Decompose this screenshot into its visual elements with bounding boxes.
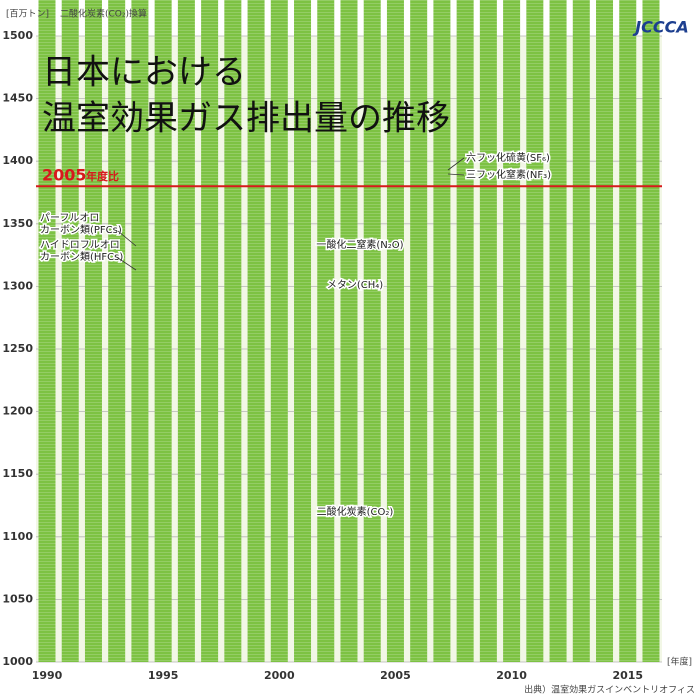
- x-tick-label: 2010: [496, 669, 527, 682]
- y-axis-label: 二酸化炭素(CO₂)換算: [60, 8, 147, 20]
- bar-texture: [84, 0, 102, 663]
- series-label: ハイドロフルオロカーボン類(HFCs): [40, 239, 123, 263]
- x-tick-label: 2015: [612, 669, 643, 682]
- bar-texture: [619, 0, 637, 662]
- bar-texture: [270, 0, 288, 663]
- y-tick-label: 1300: [2, 279, 33, 292]
- label-leader: [447, 157, 465, 171]
- bar-texture: [363, 0, 381, 663]
- y-unit: [百万トン]: [6, 9, 49, 20]
- y-tick-label: 1400: [2, 154, 33, 167]
- bar-texture: [131, 0, 149, 662]
- y-tick-label: 1250: [2, 342, 33, 355]
- y-tick-label: 1200: [2, 405, 33, 418]
- bar-texture: [433, 0, 451, 662]
- x-tick-label: 2005: [380, 669, 411, 682]
- bar-texture: [61, 0, 79, 662]
- logo: JCCCA: [632, 18, 689, 37]
- y-tick-label: 1500: [2, 29, 33, 42]
- label-leader: [117, 257, 137, 271]
- bar-texture: [386, 0, 404, 662]
- series-label: 一酸化二窒素(N₂O): [316, 238, 403, 251]
- y-tick-label: 1100: [2, 530, 33, 543]
- series-label: パーフルオロカーボン類(PFCs): [40, 212, 122, 236]
- reference-year: 2005: [42, 166, 87, 185]
- bar-texture: [177, 0, 195, 663]
- series-label: 二酸化炭素(CO₂): [317, 505, 394, 518]
- source: 出典）温室効果ガスインベントリオフィス: [524, 684, 695, 696]
- x-unit: [年度]: [667, 656, 692, 668]
- bar-texture: [224, 0, 242, 662]
- bar-texture: [456, 0, 474, 662]
- bar-texture: [596, 0, 614, 662]
- y-tick-label: 1350: [2, 217, 33, 230]
- bar-texture: [642, 0, 660, 662]
- bar-texture: [526, 0, 544, 662]
- bar-texture: [201, 0, 219, 662]
- bar-texture: [247, 0, 265, 663]
- bar-texture: [108, 0, 126, 662]
- bar-texture: [294, 0, 312, 662]
- x-tick-label: 2000: [264, 669, 295, 682]
- y-tick-label: 1050: [2, 592, 33, 605]
- x-tick-label: 1995: [148, 669, 179, 682]
- series-label: 六フッ化硫黄(SF₆): [466, 151, 550, 164]
- y-tick-label: 1450: [2, 92, 33, 105]
- bar-texture: [317, 0, 335, 663]
- bar-texture: [410, 0, 428, 662]
- label-leader: [117, 230, 137, 247]
- y-tick-label: 1000: [2, 655, 33, 668]
- bar-texture: [340, 0, 358, 663]
- chart-title: 温室効果ガス排出量の推移: [42, 99, 450, 139]
- bar-texture: [503, 0, 521, 662]
- reference-text: 年度比: [86, 169, 119, 183]
- bar-texture: [38, 0, 56, 662]
- x-tick-label: 1990: [32, 669, 63, 682]
- y-tick-label: 1150: [2, 467, 33, 480]
- bar-texture: [479, 0, 497, 663]
- series-label: 三フッ化窒素(NF₃): [466, 168, 551, 181]
- bar-texture: [154, 0, 172, 662]
- chart-title: 日本における: [42, 53, 246, 93]
- bar-texture: [572, 0, 590, 662]
- bar-texture: [549, 0, 567, 663]
- series-label: メタン(CH₄): [327, 279, 383, 291]
- label-leader: [447, 173, 465, 176]
